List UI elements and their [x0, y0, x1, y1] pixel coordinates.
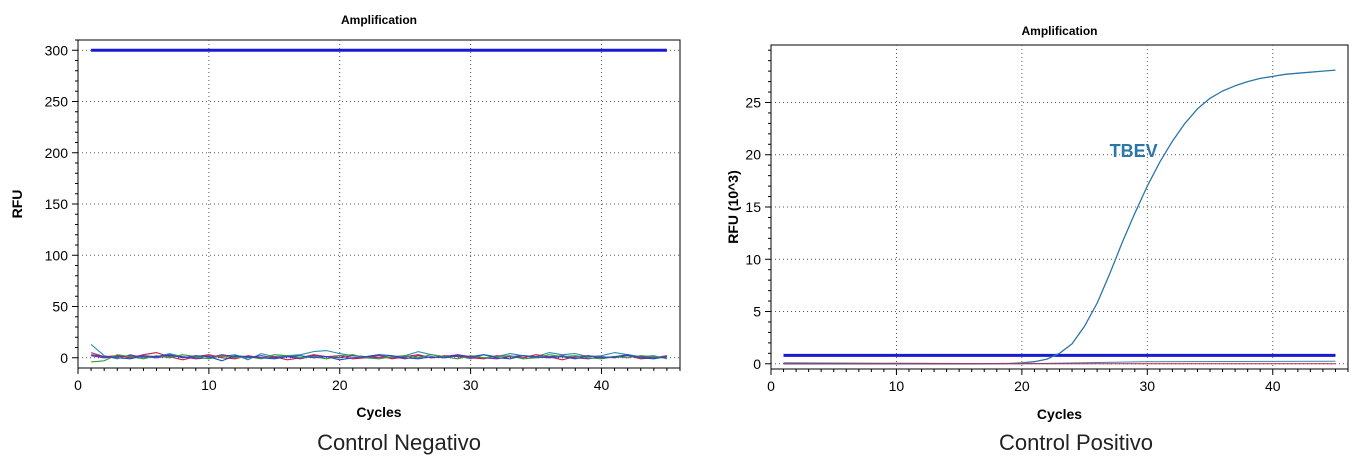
chart-1: 0 10 20 30 40 0 50 100 150 200 250 300 Amplification…: [9, 13, 681, 420]
y-tick-label: 10: [745, 251, 761, 267]
chart-2: 0 10 20 30 40 0 5 10 15 20 25 Amplification Cycles RF…: [725, 24, 1349, 422]
x-tick-label: 20: [332, 377, 348, 393]
chart-title: Amplification: [341, 13, 417, 27]
x-tick-label: 0: [767, 378, 775, 394]
noise-trace-line: [91, 354, 667, 363]
y-tick-label: 5: [753, 304, 761, 320]
y-tick-label: 50: [52, 299, 68, 315]
y-tick-label: 100: [45, 247, 69, 263]
caption-right: Control Positivo: [998, 430, 1154, 455]
y-tick-label: 20: [745, 147, 761, 163]
y-tick-label: 0: [753, 356, 761, 372]
y-axis-label: RFU (10^3): [725, 170, 741, 244]
y-tick-label: 15: [745, 199, 761, 215]
x-tick-label: 0: [74, 377, 82, 393]
y-tick-label: 150: [45, 196, 69, 212]
caption-left: Control Negativo: [317, 430, 481, 455]
x-axis-label: Cycles: [1037, 406, 1082, 422]
baseline-line: [783, 360, 1336, 365]
y-tick-label: 25: [745, 94, 761, 110]
y-tick-label: 200: [45, 145, 69, 161]
y-tick-label: 300: [45, 42, 69, 58]
x-tick-label: 10: [889, 378, 905, 394]
x-axis-label: Cycles: [356, 404, 401, 420]
chart-title: Amplification: [1021, 24, 1097, 38]
x-tick-label: 40: [594, 377, 610, 393]
x-tick-label: 30: [463, 377, 479, 393]
annotation-tbev: TBEV: [1110, 141, 1158, 161]
y-tick-label: 250: [45, 94, 69, 110]
y-tick-label: 0: [60, 350, 68, 366]
x-tick-label: 20: [1014, 378, 1030, 394]
noise-trace-line: [91, 354, 667, 362]
y-axis-label: RFU: [9, 190, 25, 219]
x-tick-label: 30: [1140, 378, 1156, 394]
x-tick-label: 40: [1265, 378, 1281, 394]
x-tick-label: 10: [201, 377, 217, 393]
